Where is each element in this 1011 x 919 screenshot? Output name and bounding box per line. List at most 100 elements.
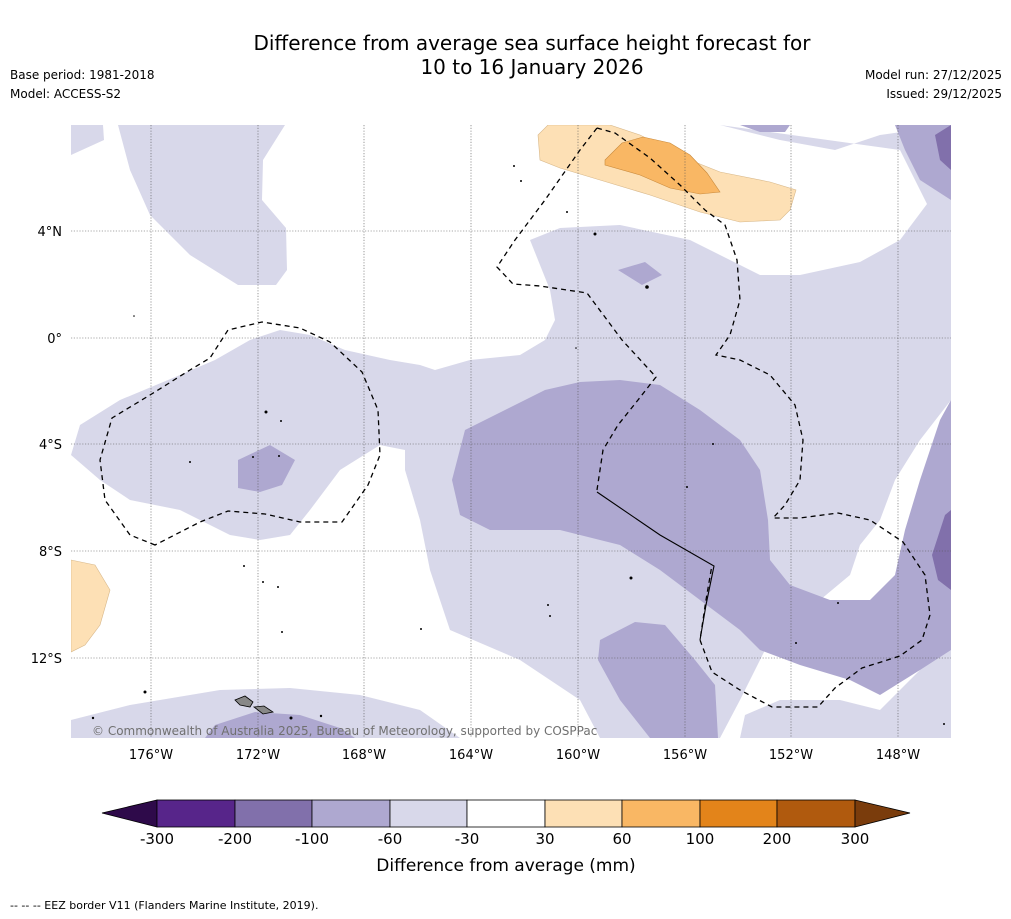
atoll bbox=[420, 628, 422, 630]
atoll bbox=[278, 455, 280, 457]
copyright-notice: © Commonwealth of Australia 2025, Bureau… bbox=[92, 724, 598, 738]
atoll bbox=[513, 165, 515, 167]
colorbar-tick-label: -200 bbox=[218, 830, 252, 848]
colorbar-segment bbox=[389, 799, 468, 828]
lon-label: 168°W bbox=[342, 748, 386, 763]
lat-label: 4°S bbox=[39, 438, 62, 453]
atoll bbox=[549, 615, 551, 617]
eez-border-kiribati-west bbox=[99, 321, 381, 546]
anomaly-region-south-east bbox=[740, 520, 951, 738]
base-period: Base period: 1981-2018 bbox=[10, 68, 155, 82]
atoll bbox=[262, 581, 264, 583]
lon-label: 148°W bbox=[876, 748, 920, 763]
colorbar-segment bbox=[621, 799, 701, 828]
graticule bbox=[71, 125, 951, 738]
colorbar-segment bbox=[776, 799, 856, 828]
lat-label: 8°S bbox=[39, 545, 62, 560]
colorbar-segment bbox=[466, 799, 546, 828]
atoll bbox=[593, 232, 597, 236]
atoll bbox=[943, 723, 945, 725]
title-line-1: Difference from average sea surface heig… bbox=[253, 31, 811, 55]
colorbar-over-arrow bbox=[854, 799, 911, 828]
lon-label: 156°W bbox=[663, 748, 707, 763]
colorbar-tick-label: 30 bbox=[535, 830, 554, 848]
maritime-boundary-line bbox=[596, 491, 715, 641]
colorbar-segment bbox=[311, 799, 391, 828]
lon-label: 160°W bbox=[556, 748, 600, 763]
atoll bbox=[243, 565, 245, 567]
atoll bbox=[189, 461, 191, 463]
atoll bbox=[575, 347, 577, 349]
colorbar-tick-label: 200 bbox=[763, 830, 792, 848]
colorbar-tick-label: -60 bbox=[378, 830, 403, 848]
issued-date: Issued: 29/12/2025 bbox=[886, 87, 1002, 101]
atoll bbox=[566, 211, 568, 213]
metadata-left: Base period: 1981-2018 Model: ACCESS-S2 bbox=[10, 66, 155, 104]
islands bbox=[91, 165, 945, 725]
atoll bbox=[280, 420, 282, 422]
sea-height-anomaly-field bbox=[71, 125, 951, 738]
anomaly-core-south bbox=[598, 622, 718, 738]
island-savaii bbox=[234, 695, 254, 708]
atoll bbox=[143, 690, 147, 694]
atoll bbox=[281, 631, 283, 633]
atoll bbox=[319, 714, 323, 718]
lat-label: 0° bbox=[47, 332, 62, 347]
model-run-date: Model run: 27/12/2025 bbox=[864, 68, 1002, 82]
atoll bbox=[133, 315, 135, 317]
title-line-2: 10 to 16 January 2026 bbox=[420, 55, 644, 79]
lon-label: 176°W bbox=[129, 748, 173, 763]
eez-footnote: -- -- -- EEZ border V11 (Flanders Marine… bbox=[10, 899, 319, 912]
positive-anomaly-west bbox=[71, 559, 111, 653]
atoll bbox=[712, 443, 714, 445]
colorbar-tick-label: 300 bbox=[841, 830, 870, 848]
strong-anomaly-north-east bbox=[935, 125, 951, 170]
longitude-labels: 176°W 172°W 168°W 164°W 160°W 156°W 152°… bbox=[129, 748, 920, 763]
atoll bbox=[277, 586, 279, 588]
atoll bbox=[264, 410, 268, 414]
atoll bbox=[645, 285, 649, 289]
atoll bbox=[520, 180, 522, 182]
anomaly-core-mid bbox=[618, 262, 662, 285]
metadata-right: Model run: 27/12/2025 Issued: 29/12/2025 bbox=[865, 66, 1002, 104]
atoll bbox=[837, 602, 839, 604]
colorbar: -300 -200 -100 -60 -30 30 60 100 200 300… bbox=[101, 799, 911, 876]
anomaly-core-central bbox=[452, 380, 951, 695]
colorbar-tick-label: 100 bbox=[686, 830, 715, 848]
latitude-labels: 4°N 0° 4°S 8°S 12°S bbox=[31, 225, 62, 667]
atoll bbox=[289, 716, 293, 720]
atoll bbox=[795, 642, 797, 644]
model-name: Model: ACCESS-S2 bbox=[10, 87, 122, 101]
atoll bbox=[629, 576, 633, 580]
atoll bbox=[91, 716, 95, 720]
strong-positive-anomaly bbox=[604, 136, 721, 195]
strong-anomaly-east bbox=[932, 510, 951, 590]
map-title: Difference from average sea surface heig… bbox=[0, 31, 1011, 79]
lon-label: 152°W bbox=[769, 748, 813, 763]
island-upolu bbox=[252, 705, 275, 715]
anomaly-core-north-east bbox=[740, 125, 790, 132]
anomaly-region-north-band bbox=[118, 125, 287, 285]
colorbar-tick-label: 60 bbox=[612, 830, 631, 848]
lon-label: 172°W bbox=[236, 748, 280, 763]
colorbar-segment bbox=[234, 799, 313, 828]
anomaly-core-south-west bbox=[205, 712, 355, 738]
eez-border-phoenix bbox=[496, 127, 657, 491]
atoll bbox=[686, 486, 688, 488]
colorbar-under-arrow bbox=[101, 799, 158, 828]
colorbar-segment bbox=[544, 799, 623, 828]
colorbar-tick-label: -100 bbox=[295, 830, 329, 848]
lat-label: 12°S bbox=[31, 652, 62, 667]
eez-borders bbox=[99, 127, 931, 708]
lon-label: 164°W bbox=[449, 748, 493, 763]
colorbar-segment bbox=[156, 799, 236, 828]
colorbar-tick-label: -30 bbox=[455, 830, 480, 848]
atoll bbox=[547, 604, 549, 606]
colorbar-tick-label: -300 bbox=[140, 830, 174, 848]
lat-label: 4°N bbox=[38, 225, 63, 240]
anomaly-region-east bbox=[720, 125, 951, 210]
colorbar-label: Difference from average (mm) bbox=[376, 856, 635, 876]
colorbar-segment bbox=[699, 799, 778, 828]
anomaly-region-north-west bbox=[71, 125, 104, 155]
eez-border-kiribati-north bbox=[596, 127, 931, 708]
